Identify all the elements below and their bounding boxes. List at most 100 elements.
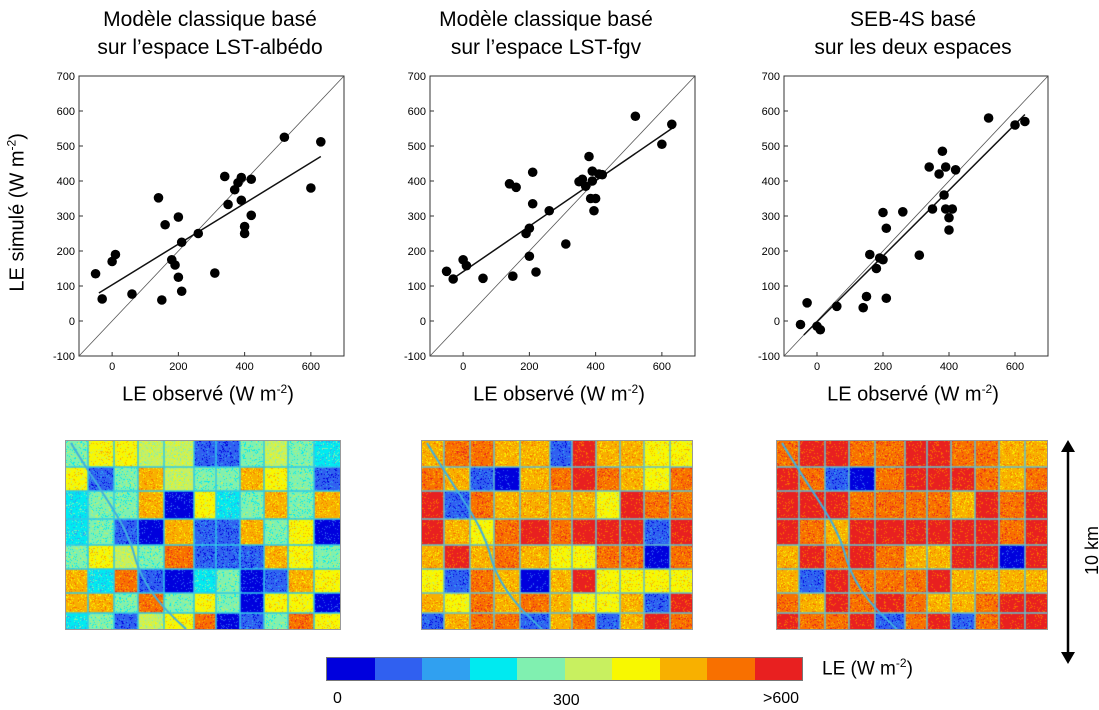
scatter-point [306,183,316,193]
scatter-point [531,267,541,277]
regression-line-3 [803,113,1026,336]
le-map-canvas-2 [422,441,692,629]
colorbar-swatch-9 [707,658,755,680]
scatter-point [176,237,187,248]
scatter-point [511,182,521,193]
scatter-point [1020,116,1030,127]
scatter-point [861,291,872,302]
scatter-point [584,151,594,162]
scatter-point [544,205,555,216]
scatter-point [950,165,961,175]
colorbar-swatch-7 [612,658,660,680]
x-tick-label: 200 [874,361,892,373]
y-tick-label: 300 [762,211,780,223]
one-to-one-line-3 [783,75,1049,357]
y-tick-label: 0 [420,316,426,328]
scatter-point [939,190,949,200]
x-axis-label-2: LE observé (W m-2) [473,382,645,406]
x-tick-label: 400 [235,361,253,373]
y-tick-label: -100 [758,351,780,363]
scatter-point [881,293,892,304]
colorbar-label: LE (W m-2) [822,656,913,680]
scatter-point [927,204,938,214]
y-tick-label: 600 [762,106,780,118]
y-tick-label: 400 [57,176,75,188]
scatter-point [924,162,934,172]
regression-line-2 [449,127,673,282]
colorbar-swatch-6 [564,658,612,680]
y-tick-label: 700 [408,71,426,83]
y-tick-label: 500 [408,141,426,153]
y-tick-label: 500 [57,141,75,153]
colorbar-tick-600: >600 [763,690,800,707]
x-tick-label: 0 [109,361,115,373]
y-tick-label: 300 [408,211,426,223]
scatter-point [246,210,257,221]
colorbar-swatch-5 [517,658,565,680]
y-tick-label: 200 [57,246,75,258]
scatter-point [1010,120,1020,130]
y-tick-label: 500 [762,141,780,153]
scatter-point [944,212,954,223]
x-axis-label-3: LE observé (W m-2) [827,382,999,406]
y-tick-label: 700 [57,71,75,83]
scatter-point [239,228,250,239]
scatter-point [527,167,538,178]
x-tick-label: 600 [653,361,671,373]
regression-line-1 [98,155,322,294]
scatter-point [914,250,925,260]
le-map-canvas-1 [66,441,340,629]
scale-arrow [1061,440,1075,664]
scatter-point [858,302,868,313]
colorbar-swatch-8 [659,658,707,680]
y-tick-label: 400 [762,176,780,188]
y-tick-label: 200 [762,246,780,258]
scale-label: 10 km [1082,525,1099,576]
scatter-point [173,272,184,283]
scatter-point [940,204,951,214]
scatter-point [110,249,121,260]
scatter-point [587,176,598,186]
scatter-point [944,225,954,235]
scatter-point [881,223,892,234]
scatter-point [802,298,812,308]
x-tick-label: 600 [302,361,320,373]
one-to-one-line-2 [429,75,696,357]
scatter-point [983,113,994,123]
scatter-point [524,251,535,262]
scatter-point [173,212,184,222]
panel-title-1: Modèle classique basé sur l’espace LST-a… [97,8,323,59]
y-tick-label: 0 [774,316,780,328]
scatter-point [589,205,599,216]
scatter-point [630,111,641,122]
colorbar-tick-0: 0 [333,690,342,707]
colorbar-swatch-3 [422,658,470,680]
y-tick-label: 100 [408,281,426,293]
scatter-point [947,204,958,214]
scatter-point [878,207,888,218]
scatter-point [160,219,170,230]
scatter-point [508,271,518,282]
scatter-point [934,169,944,179]
scatter-point [561,239,571,249]
le-map-canvas-3 [777,441,1047,629]
scatter-point [448,274,458,284]
scatter-point [580,181,591,192]
scatter-point [527,198,538,209]
y-tick-label: 300 [57,211,75,223]
colorbar-swatch-1 [327,658,375,680]
le-map-3 [776,440,1048,630]
scatter-point [246,174,257,185]
y-tick-label: 0 [69,316,75,328]
x-tick-label: 400 [586,361,604,373]
scatter-point [176,286,187,297]
scatter-point [815,324,826,335]
scatter-point [441,266,452,277]
scatter-point [153,193,164,203]
colorbar-swatch-4 [469,658,517,680]
scatter-point [279,132,290,143]
colorbar [326,657,803,681]
x-tick-label: 0 [460,361,466,373]
x-axis-label-1: LE observé (W m-2) [122,382,294,406]
scatter-point [937,146,948,157]
